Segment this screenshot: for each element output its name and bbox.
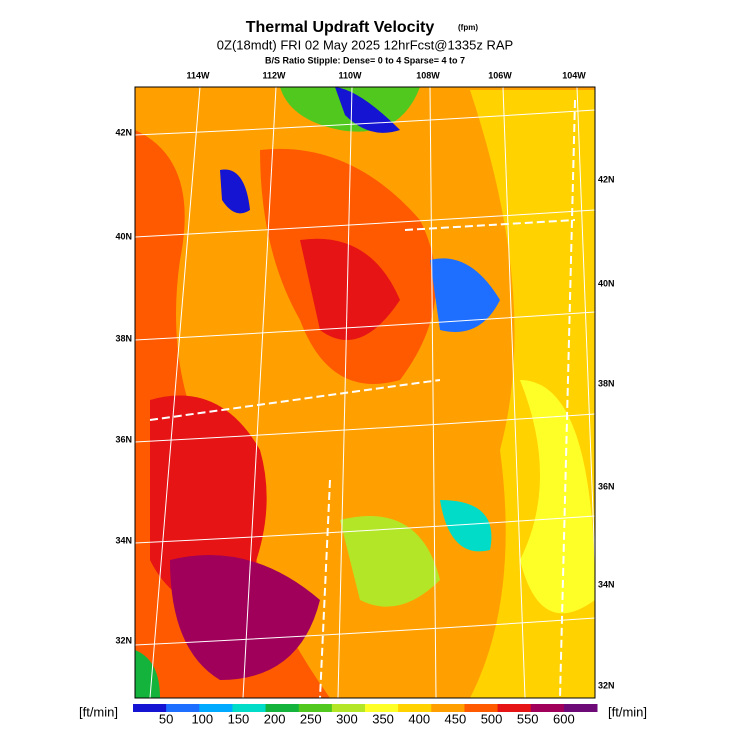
title: Thermal Updraft Velocity	[246, 19, 435, 36]
colorbar-swatch	[464, 704, 499, 712]
colorbar-swatch	[497, 704, 532, 712]
colorbar-unit: [ft/min]	[79, 704, 118, 719]
field-region	[300, 238, 400, 340]
field-region	[220, 169, 250, 214]
colorbar-swatch	[530, 704, 565, 712]
colorbar-swatch	[431, 704, 465, 712]
graticule	[502, 87, 526, 698]
colorbar-label: 200	[264, 711, 286, 726]
field-region	[340, 516, 440, 607]
colorbar-label: 400	[408, 711, 430, 726]
colorbar-label: 600	[553, 711, 575, 726]
graticule	[135, 413, 595, 443]
colorbar-swatch	[166, 704, 200, 712]
graticule	[242, 87, 277, 698]
latitude-label: 32N	[115, 635, 132, 645]
longitude-label: 104W	[562, 70, 586, 80]
colorbar-swatch	[398, 704, 432, 712]
field-region	[520, 380, 595, 614]
field-region	[170, 555, 320, 680]
colorbar: 50 100 150 200 250 300 350 400 450 500 550 600 [ft/m…	[79, 704, 647, 726]
colorbar-swatch	[331, 704, 366, 712]
graticule	[135, 515, 595, 544]
colorbar-label: 500	[481, 711, 503, 726]
latitude-label: 36N	[598, 481, 615, 491]
graticule	[576, 87, 595, 579]
graticule	[149, 87, 201, 698]
longitude-label: 108W	[416, 70, 440, 80]
latitude-label: 40N	[598, 278, 615, 288]
latitude-label: 34N	[115, 535, 132, 545]
colorbar-swatch	[133, 704, 167, 712]
longitude-label: 106W	[488, 70, 512, 80]
colorbar-label: 550	[517, 711, 539, 726]
colorbar-swatch	[232, 704, 267, 712]
latitude-label: 42N	[115, 127, 132, 137]
latitude-label: 40N	[115, 231, 132, 241]
latitude-label: 34N	[598, 579, 615, 589]
map	[134, 86, 596, 699]
colorbar-label: 100	[191, 711, 213, 726]
stipple-note: B/S Ratio Stipple: Dense= 0 to 4 Sparse=…	[265, 55, 465, 65]
colorbar-swatch	[199, 704, 233, 712]
field-region	[150, 395, 267, 605]
colorbar-label: 350	[372, 711, 394, 726]
longitude-label: 112W	[262, 70, 286, 80]
longitude-label: 110W	[338, 70, 362, 80]
latitude-label: 38N	[598, 378, 615, 388]
colorbar-label: 300	[336, 711, 358, 726]
longitude-label: 114W	[186, 70, 210, 80]
colorbar-label: 250	[300, 711, 322, 726]
colorbar-unit: [ft/min]	[608, 704, 647, 719]
field-region	[135, 650, 160, 698]
latitude-label: 32N	[598, 680, 615, 690]
graticule	[135, 617, 595, 646]
latitude-label: 36N	[115, 434, 132, 444]
colorbar-label: 150	[228, 711, 250, 726]
graticule	[135, 311, 595, 341]
field-region	[430, 258, 500, 332]
field-region	[440, 500, 492, 552]
colorbar-swatch	[298, 704, 333, 712]
state-border	[149, 99, 576, 698]
map-frame	[134, 86, 596, 699]
colorbar-swatch	[265, 704, 300, 712]
latitude-label: 42N	[598, 174, 615, 184]
subtitle: 0Z(18mdt) FRI 02 May 2025 12hrFcst@1335z…	[217, 37, 513, 52]
colorbar-label: 50	[159, 711, 173, 726]
title-unit: (fpm)	[458, 23, 478, 32]
map-labels: 114W 112W 110W 108W 106W 104W 42N 40N 38N 36N 34N 3…	[115, 70, 614, 690]
colorbar-label: 450	[445, 711, 467, 726]
latitude-label: 38N	[115, 333, 132, 343]
colorbar-swatch	[365, 704, 399, 712]
graticule	[135, 209, 595, 238]
graticule	[429, 87, 437, 698]
colorbar-swatch	[563, 704, 598, 712]
